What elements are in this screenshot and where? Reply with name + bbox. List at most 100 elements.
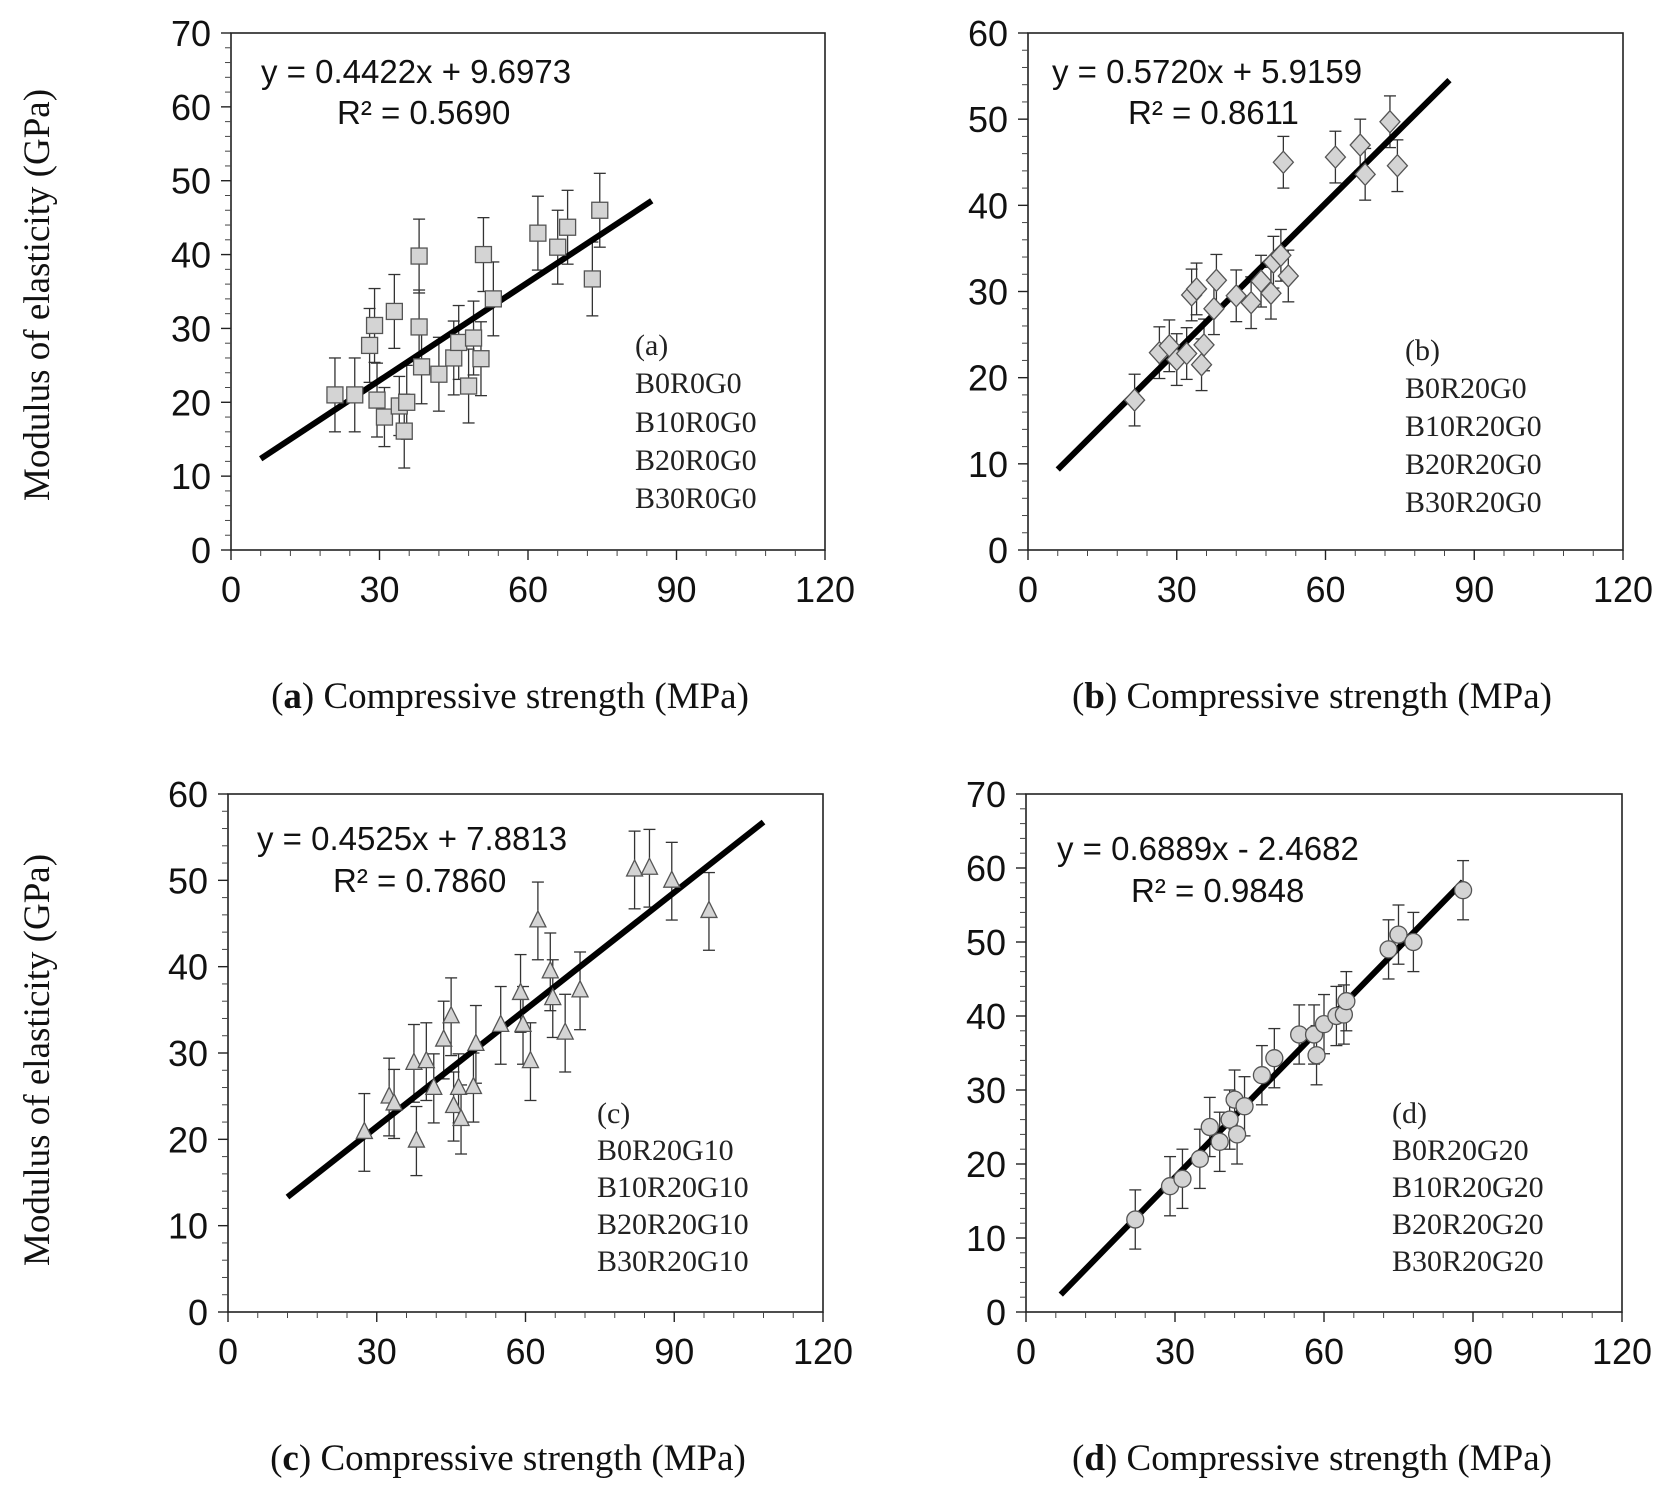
caption-a: (a) Compressive strength (MPa) — [271, 676, 749, 717]
data-point-c-9 — [444, 1095, 463, 1114]
caption-letter-a: a — [283, 676, 302, 717]
data-point-d-4 — [1200, 1117, 1219, 1137]
data-point-c-12 — [464, 1076, 483, 1095]
data-point-d-3 — [1190, 1149, 1209, 1168]
data-point-b-12 — [1240, 290, 1263, 315]
data-point-c-14 — [491, 1013, 510, 1033]
legend-b: (b) B0R20G0 B10R20G0 B20R20G0 B30R20G0 — [1405, 334, 1542, 519]
caption-text-d: Compressive strength (MPa) — [1127, 1438, 1552, 1479]
y-tick-label-a-6: 60 — [171, 87, 211, 128]
x-tick-label-d-4: 120 — [1592, 1331, 1652, 1372]
data-point-d-0 — [1126, 1210, 1145, 1229]
x-tick-label-a-2: 60 — [508, 569, 548, 610]
legend-entry-a-1: B10R0G0 — [635, 406, 757, 439]
data-point-a-9 — [398, 393, 416, 411]
data-point-c-13 — [466, 1032, 485, 1052]
x-tick-label-a-3: 90 — [656, 569, 696, 610]
legend-title-b: (b) — [1405, 334, 1440, 367]
y-tick-label-d-0: 0 — [986, 1292, 1006, 1333]
data-point-a-5 — [375, 408, 394, 426]
panel-b: 0 30 60 90 120 0 10 20 30 40 50 60 y = 0.5720x + 5.… — [968, 13, 1653, 717]
data-point-a-18 — [472, 350, 490, 368]
data-point-c-7 — [434, 1028, 453, 1047]
legend-entry-b-0: B0R20G0 — [1405, 372, 1527, 405]
trend-line-a — [259, 198, 654, 462]
data-point-d-20 — [1389, 925, 1408, 944]
legend-d: (d) B0R20G20 B10R20G20 B20R20G20 B30R20G… — [1392, 1097, 1544, 1278]
x-tick-label-d-2: 60 — [1304, 1331, 1344, 1372]
y-tick-label-d-6: 60 — [966, 848, 1006, 889]
data-point-c-11 — [451, 1108, 471, 1127]
y-tick-label-b-2: 20 — [968, 358, 1008, 399]
caption-text-c: Compressive strength (MPa) — [320, 1438, 745, 1479]
x-tick-label-d-1: 30 — [1155, 1331, 1195, 1372]
caption-text-a: Compressive strength (MPa) — [323, 676, 748, 717]
data-point-b-11 — [1225, 283, 1248, 308]
legend-entry-d-3: B30R20G20 — [1392, 1245, 1544, 1278]
x-tick-label-c-4: 120 — [793, 1331, 853, 1372]
data-point-a-23 — [558, 218, 577, 236]
data-point-c-15 — [511, 981, 530, 1001]
data-point-c-24 — [640, 856, 659, 875]
data-point-a-16 — [459, 377, 478, 395]
y-tick-label-d-4: 40 — [966, 996, 1006, 1037]
x-tick-label-a-0: 0 — [221, 569, 241, 610]
data-point-c-3 — [404, 1051, 423, 1071]
y-tick-label-b-1: 10 — [968, 444, 1008, 485]
data-point-c-0 — [355, 1120, 374, 1140]
y-axis-label-bottom: Modulus of elasticity (GPa) — [17, 854, 58, 1266]
r2-label-d: R² = 0.9848 — [1131, 872, 1304, 909]
legend-entry-b-1: B10R20G0 — [1405, 410, 1542, 443]
x-tick-label-b-3: 90 — [1454, 569, 1494, 610]
data-point-c-5 — [417, 1050, 436, 1069]
y-tick-label-b-3: 30 — [968, 272, 1008, 313]
data-point-d-8 — [1227, 1125, 1247, 1144]
x-tick-label-b-1: 30 — [1157, 569, 1197, 610]
y-tick-label-a-4: 40 — [171, 235, 211, 276]
y-tick-label-d-3: 30 — [966, 1070, 1006, 1111]
data-point-a-0 — [326, 386, 344, 404]
data-point-d-2 — [1173, 1169, 1192, 1188]
legend-title-d: (d) — [1392, 1097, 1427, 1130]
y-tick-label-c-0: 0 — [188, 1292, 208, 1333]
equation-label-a: y = 0.4422x + 9.6973 — [261, 53, 571, 90]
y-tick-label-d-5: 50 — [966, 922, 1006, 963]
data-point-b-0 — [1123, 388, 1146, 413]
data-point-d-18 — [1337, 992, 1356, 1011]
y-tick-label-a-0: 0 — [191, 530, 211, 571]
x-tick-label-d-3: 90 — [1453, 1331, 1493, 1372]
data-point-a-24 — [583, 270, 601, 288]
x-tick-label-d-0: 0 — [1016, 1331, 1036, 1372]
panel-a: 0 30 60 90 120 0 10 20 30 40 50 60 70 y = 0.4422x + … — [171, 13, 855, 717]
legend-entry-c-3: B30R20G10 — [597, 1245, 749, 1278]
data-point-c-19 — [541, 960, 560, 979]
data-point-a-6 — [385, 302, 404, 321]
legend-entry-c-2: B20R20G10 — [597, 1208, 749, 1241]
data-point-b-6 — [1185, 276, 1208, 301]
y-tick-label-b-5: 50 — [968, 99, 1008, 140]
trend-line-b — [1055, 77, 1452, 472]
data-point-b-13 — [1250, 269, 1272, 294]
y-tick-label-a-2: 20 — [171, 382, 211, 423]
y-tick-label-a-5: 50 — [171, 161, 211, 202]
data-point-b-23 — [1386, 153, 1409, 178]
data-point-c-21 — [556, 1021, 575, 1040]
legend-c: (c) B0R20G10 B10R20G10 B20R20G10 B30R20G… — [597, 1097, 749, 1278]
caption-b: (b) Compressive strength (MPa) — [1072, 676, 1552, 717]
legend-entry-b-3: B30R20G0 — [1405, 486, 1542, 519]
data-point-c-10 — [449, 1076, 468, 1096]
x-tick-label-c-0: 0 — [218, 1331, 238, 1372]
legend-title-a: (a) — [635, 329, 668, 362]
data-point-c-26 — [699, 899, 719, 919]
y-tick-label-c-2: 20 — [168, 1119, 208, 1160]
data-point-c-17 — [521, 1050, 540, 1069]
data-point-c-22 — [570, 979, 590, 998]
equation-label-b: y = 0.5720x + 5.9159 — [1052, 53, 1362, 90]
equation-label-d: y = 0.6889x - 2.4682 — [1057, 830, 1359, 867]
x-tick-label-a-1: 30 — [359, 569, 399, 610]
r2-label-b: R² = 0.8611 — [1128, 94, 1299, 131]
legend-entry-b-2: B20R20G0 — [1405, 448, 1542, 481]
data-point-a-20 — [484, 290, 503, 308]
data-point-c-8 — [442, 1005, 461, 1024]
data-point-d-10 — [1252, 1066, 1272, 1085]
